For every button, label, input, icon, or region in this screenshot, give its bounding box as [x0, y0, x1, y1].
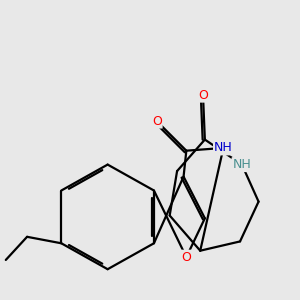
Text: O: O: [182, 251, 191, 264]
Text: O: O: [152, 115, 162, 128]
Text: NH: NH: [232, 158, 251, 171]
Text: O: O: [198, 88, 208, 102]
Text: NH: NH: [214, 141, 233, 154]
